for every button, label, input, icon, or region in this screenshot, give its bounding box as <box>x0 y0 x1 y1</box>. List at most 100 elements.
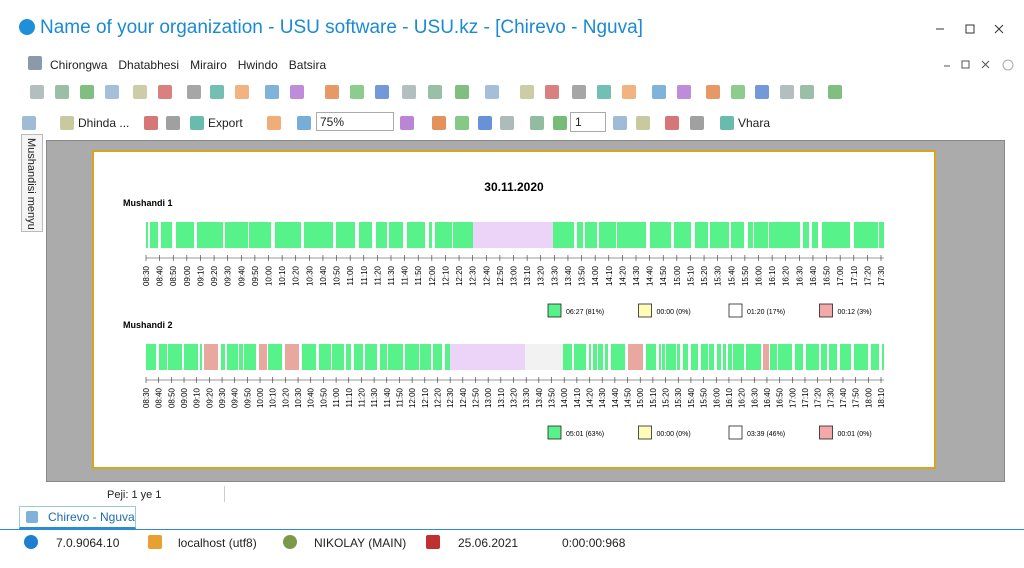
toolbar-icon[interactable] <box>706 85 720 99</box>
toolbar-icon[interactable] <box>652 85 666 99</box>
version: 7.0.9064.10 <box>56 536 120 550</box>
toolbar-icon[interactable] <box>55 85 69 99</box>
toolbar-icon[interactable] <box>553 116 567 130</box>
mdi-restore[interactable] <box>961 60 970 69</box>
menu-item[interactable]: Dhatabhesi <box>118 58 180 72</box>
active-block <box>795 344 803 370</box>
menu-item[interactable]: Chirongwa <box>50 58 108 72</box>
toolbar-icon[interactable] <box>432 116 446 130</box>
toolbar-icon[interactable] <box>350 85 364 99</box>
toolbar-icon[interactable] <box>80 85 94 99</box>
active-block <box>249 222 271 248</box>
zoom-box[interactable]: 75% <box>316 112 394 131</box>
toolbar-icon[interactable] <box>485 85 499 99</box>
report-tab[interactable] <box>19 506 136 529</box>
toolbar-icon[interactable] <box>731 85 745 99</box>
active-block <box>822 222 850 248</box>
toolbar-icon[interactable] <box>166 116 180 130</box>
time-label: 15:00 <box>673 265 682 286</box>
active-block <box>593 344 597 370</box>
menu-item[interactable]: Mirairo <box>190 58 227 72</box>
toolbar-icon[interactable] <box>267 116 281 130</box>
time-label: 12:20 <box>455 265 464 286</box>
toolbar-icon[interactable] <box>572 85 586 99</box>
toolbar-icon[interactable] <box>636 116 650 130</box>
toolbar-icon[interactable] <box>520 85 534 99</box>
menu-item[interactable]: Hwindo <box>237 58 278 72</box>
side-tab[interactable] <box>21 134 43 232</box>
toolbar-icon[interactable] <box>530 116 544 130</box>
active-block <box>319 344 331 370</box>
active-block <box>420 344 431 370</box>
toolbar-icon[interactable] <box>400 116 414 130</box>
toolbar-icon[interactable] <box>22 116 36 130</box>
maximize[interactable] <box>965 24 975 34</box>
mdi-close[interactable] <box>981 60 990 69</box>
active-block <box>577 222 583 248</box>
toolbar-icon[interactable] <box>190 116 204 130</box>
time-label: 13:20 <box>537 265 546 286</box>
close-report-button[interactable]: Vhara <box>738 116 771 130</box>
mdi-more[interactable] <box>1002 59 1014 71</box>
toolbar-icon[interactable] <box>402 85 416 99</box>
toolbar-icon[interactable] <box>597 85 611 99</box>
legend-label: 01:20 (17%) <box>747 309 785 316</box>
active-block <box>304 222 333 248</box>
active-block <box>433 344 442 370</box>
toolbar-icon[interactable] <box>375 85 389 99</box>
toolbar-icon[interactable] <box>720 116 734 130</box>
time-label: 10:30 <box>294 387 303 408</box>
toolbar-icon[interactable] <box>665 116 679 130</box>
active-block <box>445 344 453 370</box>
window-controls[interactable] <box>930 20 1020 38</box>
time-label: 16:10 <box>725 387 734 408</box>
toolbar-icon[interactable] <box>187 85 201 99</box>
toolbar-icon[interactable] <box>325 85 339 99</box>
active-block <box>244 344 256 370</box>
time-label: 17:30 <box>826 387 835 408</box>
toolbar-icon[interactable] <box>828 85 842 99</box>
toolbar-icon[interactable] <box>235 85 249 99</box>
toolbar-icon[interactable] <box>133 85 147 99</box>
toolbar-icon[interactable] <box>478 116 492 130</box>
toolbar-icon[interactable] <box>545 85 559 99</box>
toolbar-icon[interactable] <box>613 116 627 130</box>
toolbar-icon[interactable] <box>144 116 158 130</box>
mdi-controls[interactable] <box>938 58 1020 72</box>
active-block <box>275 222 301 248</box>
time-label: 12:20 <box>433 387 442 408</box>
toolbar-icon[interactable] <box>30 85 44 99</box>
print-button[interactable]: Dhinda ... <box>78 116 130 130</box>
report-tab-label[interactable]: Chirevo - Nguva <box>48 510 135 524</box>
menu-item[interactable]: Batsira <box>288 58 327 72</box>
close[interactable] <box>994 24 1004 34</box>
toolbar-icon[interactable] <box>677 85 691 99</box>
toolbar-icon[interactable] <box>105 85 119 99</box>
toolbar-icon[interactable] <box>690 116 704 130</box>
toolbar-icon[interactable] <box>265 85 279 99</box>
toolbar-icon[interactable] <box>500 116 514 130</box>
toolbar-icon[interactable] <box>210 85 224 99</box>
active-block <box>806 344 819 370</box>
toolbar-icon[interactable] <box>780 85 794 99</box>
time-label: 17:10 <box>801 387 810 408</box>
active-block <box>336 222 355 248</box>
toolbar-icon[interactable] <box>455 116 469 130</box>
toolbar-icon[interactable] <box>800 85 814 99</box>
time-label: 16:00 <box>755 265 764 286</box>
legend-swatch <box>819 303 833 318</box>
active-block <box>748 222 753 248</box>
toolbar-icon[interactable] <box>622 85 636 99</box>
time-label: 16:10 <box>768 265 777 286</box>
toolbar-icon[interactable] <box>755 85 769 99</box>
active-block <box>701 344 708 370</box>
toolbar-icon[interactable] <box>297 116 311 130</box>
page-box[interactable]: 1 <box>570 112 606 132</box>
toolbar-icon[interactable] <box>455 85 469 99</box>
toolbar-icon[interactable] <box>158 85 172 99</box>
active-block <box>598 344 603 370</box>
export-button[interactable]: Export <box>208 116 243 130</box>
toolbar-icon[interactable] <box>60 116 74 130</box>
toolbar-icon[interactable] <box>428 85 442 99</box>
toolbar-icon[interactable] <box>290 85 304 99</box>
